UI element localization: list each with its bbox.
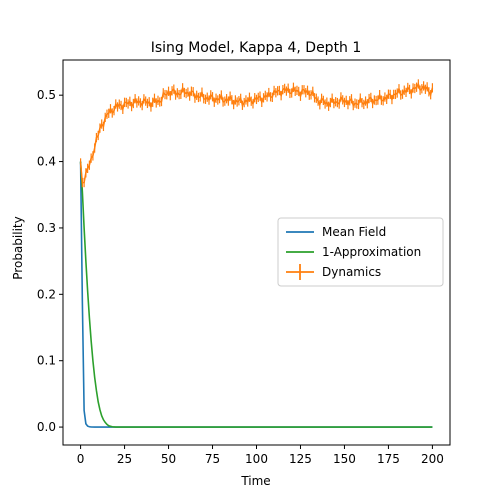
- legend-label: 1-Approximation: [322, 245, 421, 259]
- x-tick-label: 125: [289, 452, 312, 466]
- x-tick-label: 100: [245, 452, 268, 466]
- y-tick-label: 0.4: [37, 155, 56, 169]
- legend: Mean Field 1-Approximation Dynamics: [277, 217, 444, 287]
- x-tick-label: 200: [421, 452, 444, 466]
- series-line: [79, 82, 434, 184]
- legend-box: [277, 217, 444, 287]
- x-tick-label: 50: [161, 452, 176, 466]
- x-tick-label: 75: [205, 452, 220, 466]
- plot-area: [79, 79, 434, 428]
- legend-item: Mean Field: [286, 225, 386, 239]
- y-tick-label: 0.1: [37, 354, 56, 368]
- x-axis-label: Time: [240, 474, 270, 488]
- series-dynamics: [79, 79, 434, 188]
- x-tick-label: 150: [333, 452, 356, 466]
- y-tick-label: 0.5: [37, 88, 56, 102]
- series-line: [79, 161, 433, 428]
- x-tick-label: 175: [377, 452, 400, 466]
- y-tick-label: 0.2: [37, 287, 56, 301]
- x-tick-label: 25: [117, 452, 132, 466]
- y-tick-label: 0.0: [37, 420, 56, 434]
- axes: 0 25 50 75 100 125 150 175 200 0.0 0.1 0.2 0.3 0.4 0.5: [37, 59, 451, 466]
- y-axis-label: Probability: [11, 216, 25, 279]
- legend-label: Mean Field: [322, 225, 386, 239]
- y-tick-label: 0.3: [37, 221, 56, 235]
- legend-item: 1-Approximation: [286, 245, 421, 259]
- x-tick-label: 0: [77, 452, 85, 466]
- legend-label: Dynamics: [322, 265, 381, 279]
- chart-title: Ising Model, Kappa 4, Depth 1: [151, 40, 362, 56]
- legend-item: Dynamics: [286, 264, 381, 280]
- series-1-approximation: [79, 161, 433, 428]
